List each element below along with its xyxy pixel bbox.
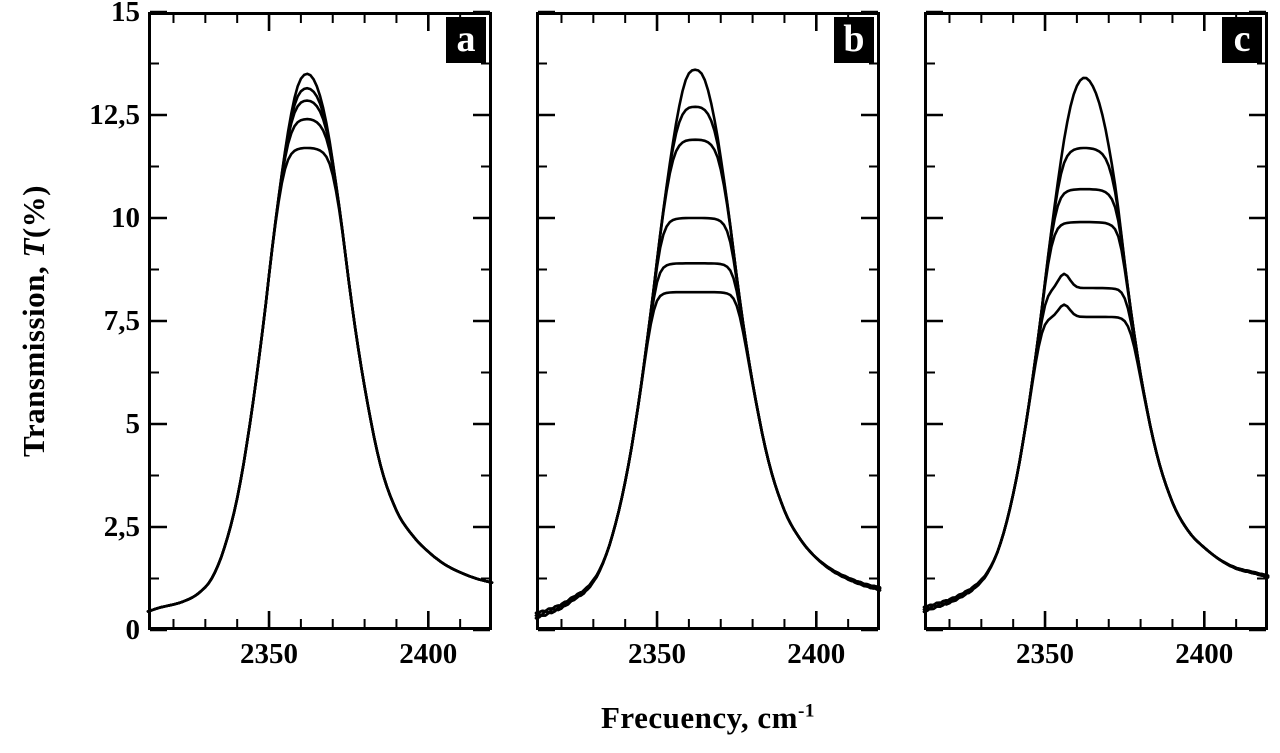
spectrum-curve — [922, 187, 1270, 613]
y-axis-label-symbol: T — [16, 238, 51, 258]
spectrum-curve — [922, 146, 1270, 611]
spectrum-curve — [146, 146, 494, 613]
x-axis-label-text: Frecuency, cm — [600, 700, 799, 735]
y-axis-label-suffix: (%) — [16, 185, 51, 239]
x-tick-label: 2400 — [1175, 638, 1234, 670]
x-axis-label: Frecuency, cm-1 — [148, 700, 1268, 736]
x-axis-label-exponent: -1 — [798, 700, 816, 722]
y-tick-label: 5 — [125, 408, 141, 440]
spectrum-curve — [534, 216, 882, 617]
spectrum-curve — [534, 138, 882, 620]
spectrum-curve — [146, 117, 494, 613]
panel-a: a 2350 2400 — [146, 10, 494, 670]
panel-c: c 2350 2400 — [922, 10, 1270, 670]
spectrum-curve — [922, 76, 1270, 611]
plot-frame — [148, 12, 492, 630]
y-tick-label: 12,5 — [89, 99, 140, 131]
y-tick-label: 15 — [111, 0, 140, 28]
spectrum-curve — [534, 290, 882, 620]
plot-svg-a — [146, 10, 494, 632]
spectrum-curve — [922, 303, 1270, 614]
y-tick-label: 7,5 — [103, 305, 140, 337]
y-tick-label: 0 — [125, 614, 141, 646]
x-tick-label: 2350 — [1016, 638, 1075, 670]
y-tick-label: 2,5 — [103, 511, 140, 543]
panel-letter-a: a — [446, 17, 486, 63]
spectrum-curve — [534, 105, 882, 617]
spectrum-curve — [146, 86, 494, 613]
plot-frame — [536, 12, 880, 630]
panel-letter-b: b — [834, 17, 874, 63]
y-tick-label: 10 — [111, 202, 140, 234]
panel-letter-c: c — [1222, 17, 1262, 63]
spectrum-curve — [922, 220, 1270, 611]
x-tick-label: 2350 — [240, 638, 299, 670]
x-tick-label: 2400 — [787, 638, 846, 670]
plot-svg-c — [922, 10, 1270, 632]
y-axis-label-prefix: Transmission, — [16, 257, 51, 457]
plot-frame — [924, 12, 1268, 630]
x-tick-label: 2350 — [628, 638, 687, 670]
spectrum-curve — [146, 99, 494, 613]
y-axis-label: Transmission, T(%) — [16, 185, 52, 457]
spectrum-curve — [146, 72, 494, 613]
plot-svg-b — [534, 10, 882, 632]
panel-b: b 2350 2400 — [534, 10, 882, 670]
x-tick-label: 2400 — [399, 638, 458, 670]
spectrum-curve — [534, 68, 882, 617]
spectrum-curve — [534, 262, 882, 617]
